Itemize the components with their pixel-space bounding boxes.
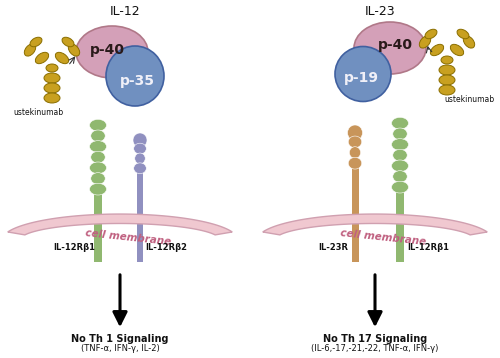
Text: cell membrane: cell membrane xyxy=(340,228,426,247)
Ellipse shape xyxy=(393,128,407,140)
Text: ustekinumab: ustekinumab xyxy=(444,95,494,104)
Text: IL-12: IL-12 xyxy=(110,5,140,18)
Text: p-19: p-19 xyxy=(344,71,378,85)
Ellipse shape xyxy=(439,75,455,85)
Ellipse shape xyxy=(44,83,60,93)
Ellipse shape xyxy=(450,44,464,55)
Ellipse shape xyxy=(464,36,474,48)
Ellipse shape xyxy=(56,52,68,64)
Ellipse shape xyxy=(439,85,455,95)
Ellipse shape xyxy=(392,139,408,150)
Ellipse shape xyxy=(68,44,80,56)
Ellipse shape xyxy=(46,64,58,72)
Ellipse shape xyxy=(90,119,106,131)
Ellipse shape xyxy=(348,125,362,141)
Text: cell membrane: cell membrane xyxy=(84,228,172,247)
Ellipse shape xyxy=(348,158,362,169)
Ellipse shape xyxy=(91,173,105,184)
Ellipse shape xyxy=(392,160,408,172)
Ellipse shape xyxy=(457,29,469,39)
Ellipse shape xyxy=(133,133,147,147)
Ellipse shape xyxy=(44,73,60,83)
Ellipse shape xyxy=(106,46,164,106)
Text: IL-12Rβ1: IL-12Rβ1 xyxy=(407,243,449,252)
Ellipse shape xyxy=(392,181,408,193)
Ellipse shape xyxy=(135,153,145,164)
Bar xyxy=(137,171,143,262)
Text: (TNF-α, IFN-γ, IL-2): (TNF-α, IFN-γ, IL-2) xyxy=(80,344,160,353)
Ellipse shape xyxy=(91,130,105,142)
Ellipse shape xyxy=(36,52,49,64)
Bar xyxy=(396,191,404,262)
Ellipse shape xyxy=(44,93,60,103)
Ellipse shape xyxy=(90,183,106,195)
Ellipse shape xyxy=(420,36,430,48)
Ellipse shape xyxy=(134,163,146,174)
Text: p-40: p-40 xyxy=(90,43,124,57)
Ellipse shape xyxy=(90,141,106,153)
Ellipse shape xyxy=(439,65,455,75)
Text: p-35: p-35 xyxy=(120,74,154,88)
Text: (IL-6,-17,-21,-22, TNF-α, IFN-γ): (IL-6,-17,-21,-22, TNF-α, IFN-γ) xyxy=(312,344,438,353)
Polygon shape xyxy=(8,214,232,235)
Ellipse shape xyxy=(348,136,362,148)
Ellipse shape xyxy=(134,143,146,154)
Ellipse shape xyxy=(90,162,106,174)
Text: IL-12Rβ1: IL-12Rβ1 xyxy=(53,243,95,252)
Text: No Th 17 Signaling: No Th 17 Signaling xyxy=(323,334,427,344)
Text: IL-23: IL-23 xyxy=(364,5,396,18)
Text: ustekinumab: ustekinumab xyxy=(13,108,63,117)
Ellipse shape xyxy=(91,151,105,163)
Ellipse shape xyxy=(425,29,437,39)
Bar xyxy=(94,193,102,262)
Ellipse shape xyxy=(24,44,36,56)
Ellipse shape xyxy=(30,37,42,47)
Ellipse shape xyxy=(76,26,148,78)
Bar xyxy=(352,166,358,262)
Ellipse shape xyxy=(393,149,407,161)
Ellipse shape xyxy=(350,147,360,158)
Ellipse shape xyxy=(430,44,444,55)
Ellipse shape xyxy=(392,117,408,129)
Ellipse shape xyxy=(335,47,391,102)
Ellipse shape xyxy=(62,37,74,47)
Text: IL-12Rβ2: IL-12Rβ2 xyxy=(145,243,187,252)
Text: p-40: p-40 xyxy=(378,38,412,52)
Text: No Th 1 Signaling: No Th 1 Signaling xyxy=(72,334,169,344)
Ellipse shape xyxy=(354,22,426,74)
Ellipse shape xyxy=(393,171,407,182)
Text: IL-23R: IL-23R xyxy=(318,243,348,252)
Polygon shape xyxy=(263,214,487,235)
Ellipse shape xyxy=(441,56,453,64)
